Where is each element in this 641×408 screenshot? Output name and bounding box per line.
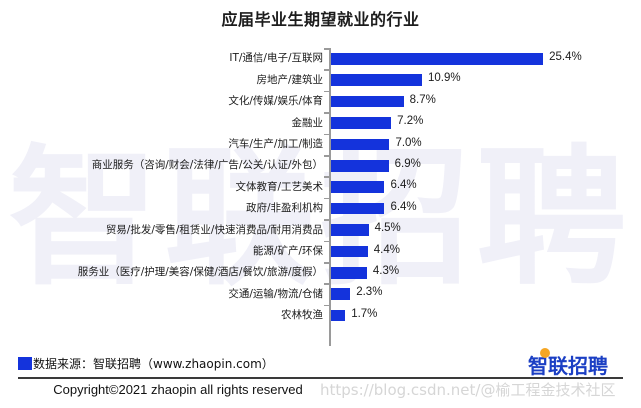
bar-row[interactable]: 交通/运输/物流/仓储 2.3%: [0, 283, 641, 304]
axis-tick: [324, 283, 329, 285]
category-label: 商业服务（咨询/财会/法律/广告/公关/认证/外包）: [91, 159, 323, 172]
bar-value-label: 4.3%: [372, 265, 400, 277]
bar-value-label: 4.5%: [374, 222, 401, 235]
bar[interactable]: [331, 288, 351, 300]
axis-tick: [324, 240, 329, 243]
bar[interactable]: [331, 181, 385, 193]
category-label: 政府/非盈利机构: [245, 202, 323, 215]
axis-tick: [324, 112, 329, 114]
category-label: IT/通信/电子/互联网: [229, 52, 323, 65]
bar[interactable]: [331, 202, 385, 215]
bar[interactable]: [331, 138, 390, 151]
category-label: 文化/传媒/娱乐/体育: [228, 95, 323, 108]
chart-footer: 数据来源：智联招聘（www.zhaopin.com） Copyright©202…: [0, 348, 641, 408]
bar-chart-plot-area: IT/通信/电子/互联网 25.4% 房地产/建筑业 10.9% 文化/传媒/娱乐/体育…: [0, 46, 641, 346]
bar[interactable]: [331, 309, 346, 322]
category-label: 服务业（医疗/护理/美容/保健/酒店/餐饮/旅游/度假）: [77, 266, 323, 279]
chart-title: 应届毕业生期望就业的行业: [221, 10, 420, 29]
axis-tick: [324, 90, 329, 93]
data-source-label: 数据来源：智联招聘（www.zhaopin.com）: [33, 357, 274, 371]
bar-value-label: 6.4%: [390, 179, 417, 192]
bar-row[interactable]: 农林牧渔 1.7%: [0, 304, 641, 326]
bar-row[interactable]: 金融业 7.2%: [0, 112, 641, 133]
sun-dot-icon: [540, 348, 550, 358]
csdn-watermark: https://blog.csdn.net/@榆工程金技术社区: [320, 381, 616, 399]
axis-tick: [324, 197, 329, 200]
bar-row[interactable]: 服务业（医疗/护理/美容/保健/酒店/餐饮/旅游/度假） 4.3%: [0, 262, 641, 283]
data-source-row: 数据来源：智联招聘（www.zhaopin.com）: [18, 355, 274, 372]
bar-value-label: 8.7%: [409, 93, 436, 106]
bar-row[interactable]: 商业服务（咨询/财会/法律/广告/公关/认证/外包） 6.9%: [0, 155, 641, 176]
y-axis-line: [329, 48, 331, 346]
axis-tick: [324, 176, 329, 178]
axis-tick: [324, 48, 329, 50]
bar-value-label: 7.0%: [395, 136, 422, 149]
zhaopin-logo-text: 智联招聘: [528, 354, 608, 378]
category-label: 汽车/生产/加工/制造: [228, 138, 323, 151]
bar[interactable]: [331, 117, 392, 129]
axis-tick: [324, 219, 329, 221]
category-label: 房地产/建筑业: [256, 73, 323, 86]
bar-row[interactable]: 能源/矿产/环保 4.4%: [0, 240, 641, 262]
zhaopin-logo: 智联招聘: [528, 348, 608, 379]
bar-value-label: 10.9%: [428, 72, 461, 85]
bar[interactable]: [331, 224, 369, 236]
category-label: 能源/矿产/环保: [252, 245, 323, 258]
category-label: 文体教育/工艺美术: [235, 180, 323, 193]
legend-swatch: [18, 357, 32, 370]
bar-value-label: 7.2%: [397, 115, 424, 128]
bar-value-label: 6.9%: [394, 158, 421, 170]
category-label: 贸易/批发/零售/租赁业/快速消费品/耐用消费品: [105, 223, 323, 236]
bar-value-label: 4.4%: [373, 243, 400, 256]
bar[interactable]: [331, 267, 367, 279]
copyright-label: Copyright©2021 zhaopin all rights reserv…: [53, 382, 303, 397]
axis-tick: [324, 69, 329, 71]
bar-row[interactable]: 房地产/建筑业 10.9%: [0, 69, 641, 90]
bar-value-label: 6.4%: [390, 200, 417, 213]
category-label: 交通/运输/物流/仓储: [228, 287, 323, 300]
bar-value-label: 1.7%: [351, 307, 378, 320]
bar[interactable]: [331, 95, 404, 108]
bar[interactable]: [331, 74, 422, 86]
axis-tick: [324, 133, 329, 136]
category-label: 农林牧渔: [281, 309, 323, 322]
footer-divider: [18, 377, 623, 379]
bar-value-label: 25.4%: [549, 51, 582, 63]
bar-row[interactable]: 文体教育/工艺美术 6.4%: [0, 176, 641, 197]
bar[interactable]: [331, 160, 389, 172]
bar-value-label: 2.3%: [356, 286, 383, 299]
bar-row[interactable]: 政府/非盈利机构 6.4%: [0, 197, 641, 219]
axis-tick: [324, 304, 329, 307]
bar-row[interactable]: 贸易/批发/零售/租赁业/快速消费品/耐用消费品 4.5%: [0, 219, 641, 240]
bar-row[interactable]: 文化/传媒/娱乐/体育 8.7%: [0, 90, 641, 112]
category-label: 金融业: [291, 116, 324, 129]
bar-row[interactable]: 汽车/生产/加工/制造 7.0%: [0, 133, 641, 155]
bar[interactable]: [331, 53, 544, 65]
bar[interactable]: [331, 245, 368, 258]
bar-row[interactable]: IT/通信/电子/互联网 25.4%: [0, 48, 641, 69]
axis-tick: [324, 155, 329, 157]
axis-tick: [324, 262, 329, 264]
